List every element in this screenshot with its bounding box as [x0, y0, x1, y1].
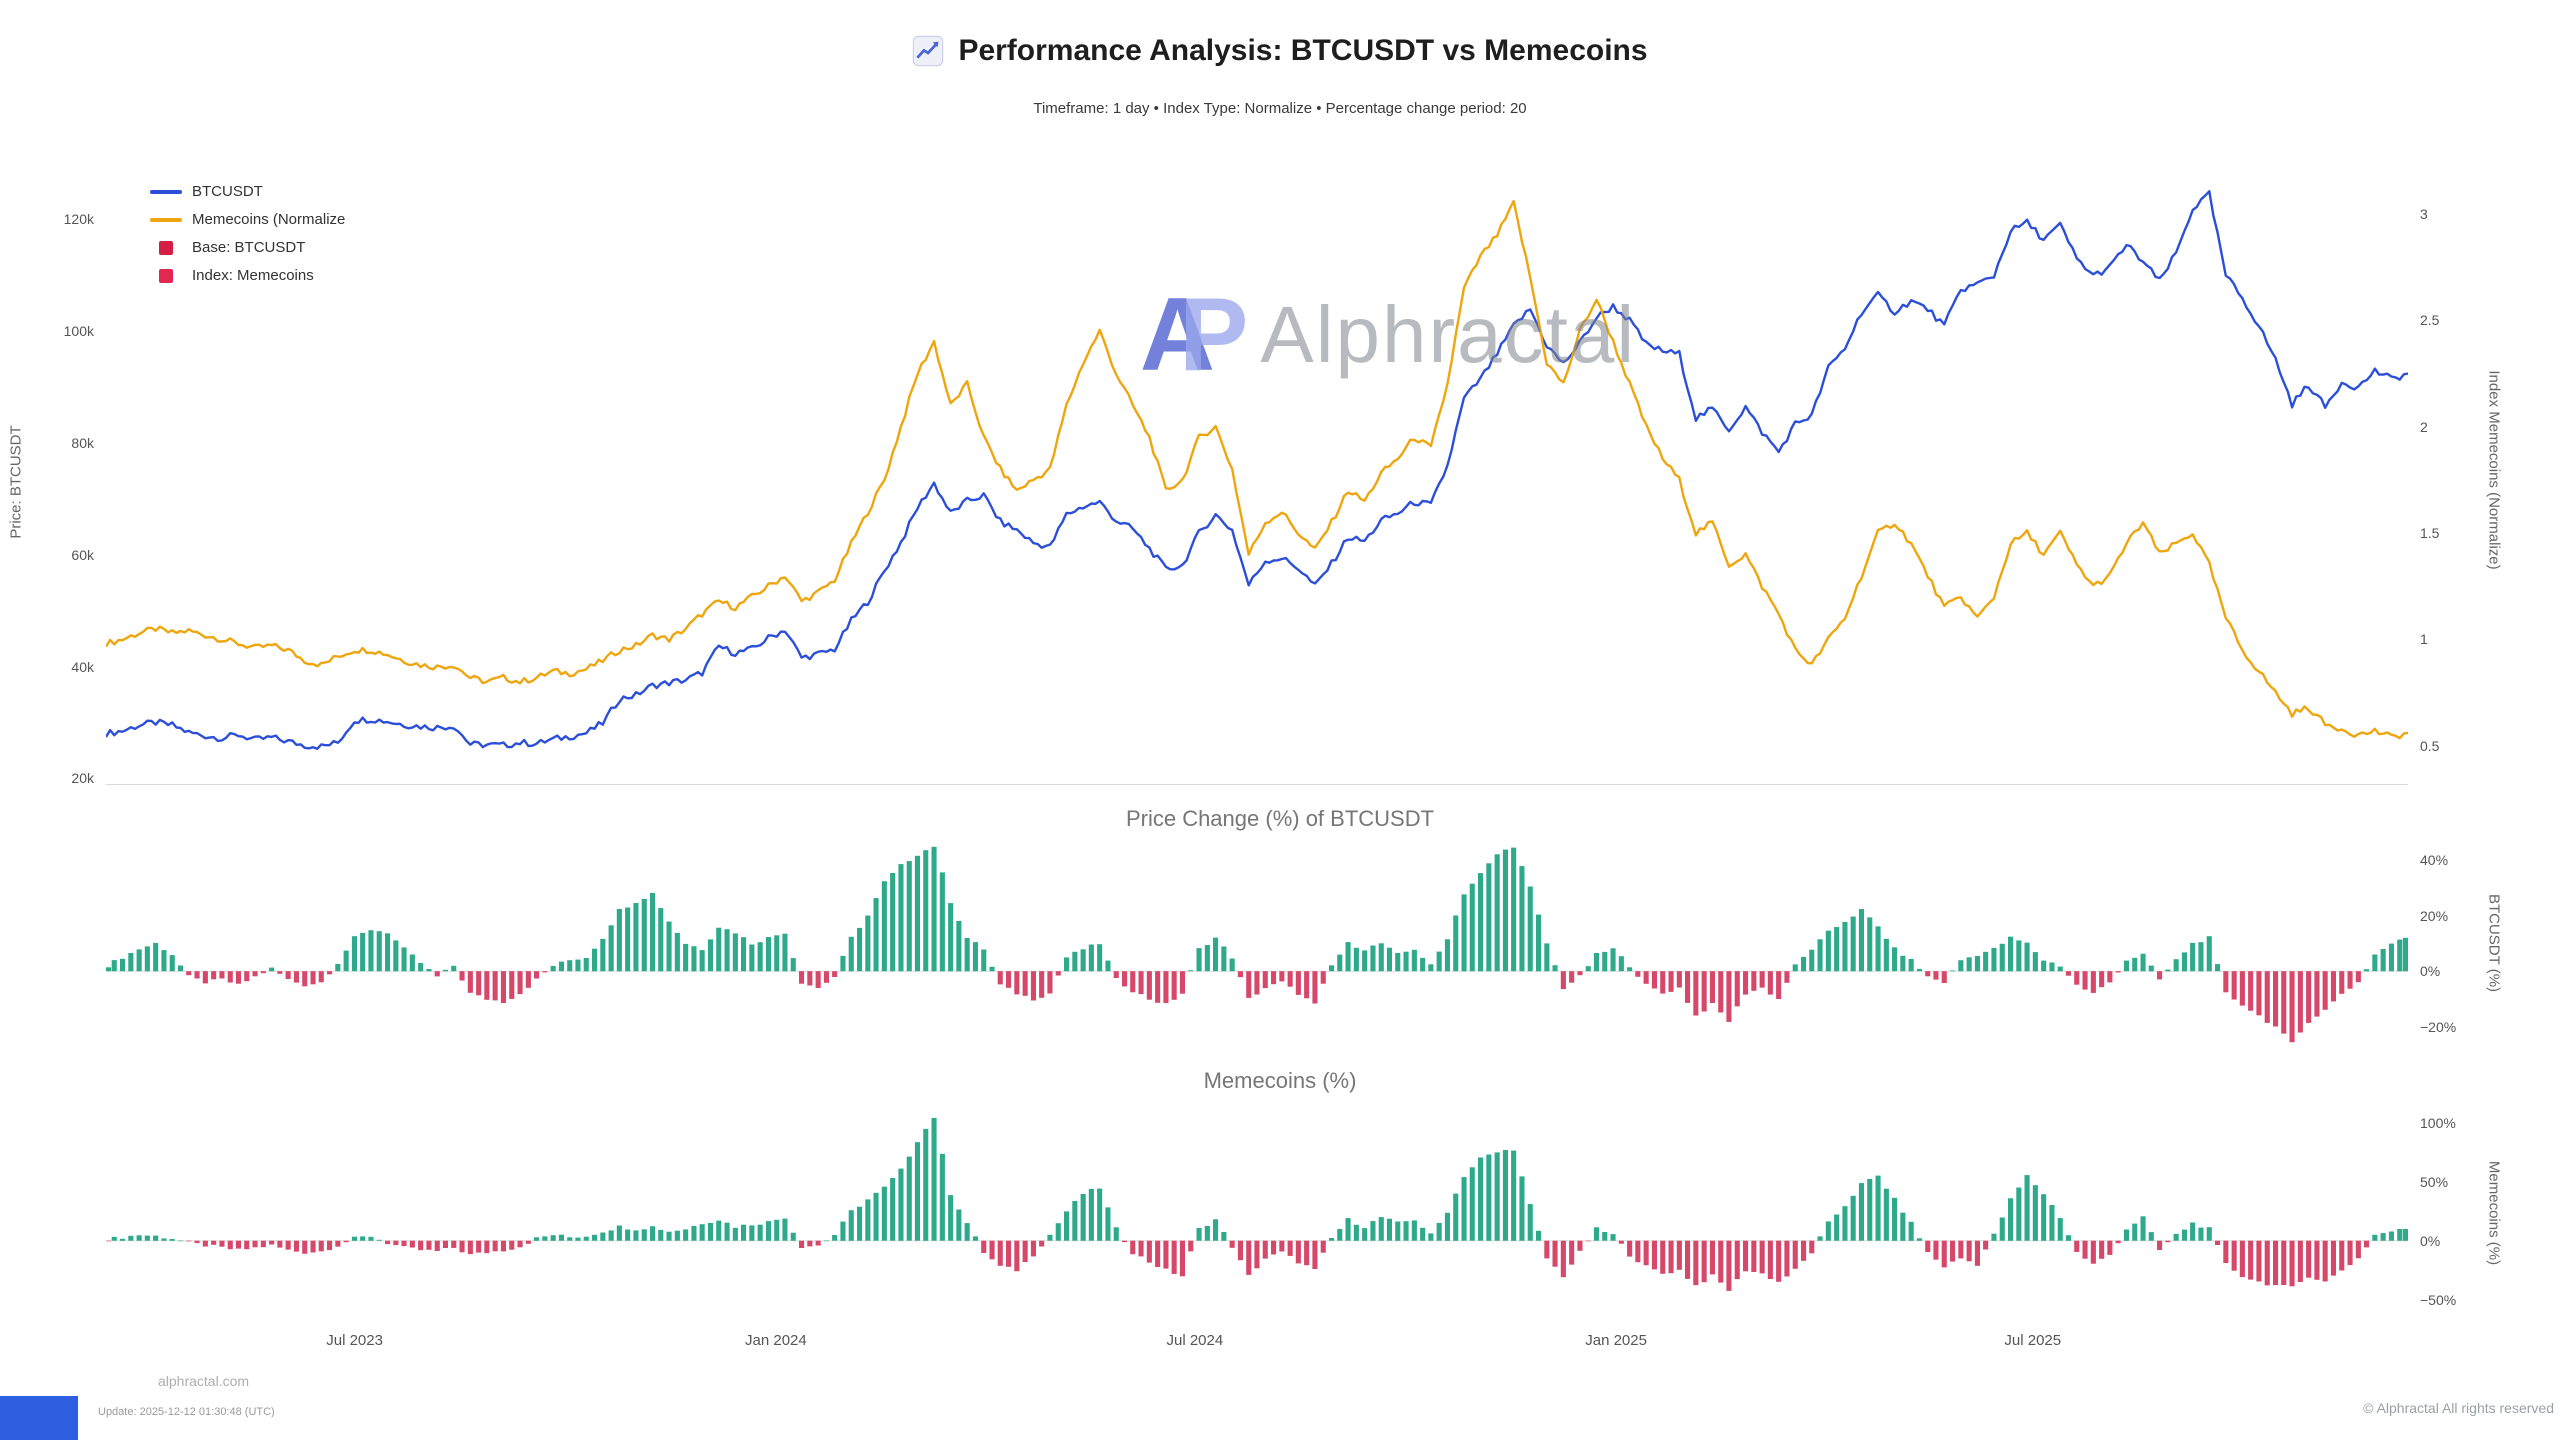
- axis-tick-label: −50%: [2420, 1291, 2457, 1308]
- axis-tick-label: 120k: [63, 211, 94, 228]
- legend-item[interactable]: BTCUSDT: [150, 183, 345, 200]
- axis-tick-label: 1: [2420, 631, 2428, 648]
- axis-tick-label: 40k: [71, 658, 94, 675]
- axis-tick-label: −20%: [2420, 1018, 2457, 1035]
- btc-change-chart-plot[interactable]: [106, 846, 2408, 1045]
- axis-tick-label: 100k: [63, 323, 94, 339]
- legend-swatch-line: [150, 189, 182, 194]
- x-axis-tick-label: Jul 2023: [326, 1332, 383, 1349]
- x-axis-tick-label: Jan 2025: [1585, 1332, 1647, 1349]
- page-title: Performance Analysis: BTCUSDT vs Memecoi…: [0, 34, 2560, 68]
- axis-tick-label: 0.5: [2420, 737, 2440, 754]
- legend-label: Base: BTCUSDT: [192, 239, 306, 256]
- axis-tick-label: 2: [2420, 418, 2428, 435]
- x-axis-tick-label: Jan 2024: [745, 1332, 807, 1349]
- legend-swatch-square: [159, 240, 173, 255]
- footer-update-timestamp: Update: 2025-12-12 01:30:48 (UTC): [98, 1406, 275, 1418]
- axis-tick-label: 0%: [2420, 963, 2441, 980]
- btc-change-chart-title: Price Change (%) of BTCUSDT: [1125, 806, 1435, 831]
- chart-settings-subtitle: Timeframe: 1 day • Index Type: Normalize…: [1033, 100, 1527, 117]
- axis-tick-label: 20k: [71, 770, 94, 787]
- axis-tick-label: 2.5: [2420, 312, 2440, 329]
- main-right-axis-title: Index Memecoins (Normalize): [2485, 370, 2503, 570]
- legend-swatch-square: [159, 268, 173, 283]
- footer-copyright: © Alphractal All rights reserved: [2363, 1400, 2554, 1416]
- bottom-left-blue-button[interactable]: [0, 1396, 78, 1440]
- axis-tick-label: 1.5: [2420, 525, 2440, 542]
- page-title-text: Performance Analysis: BTCUSDT vs Memecoi…: [958, 34, 1648, 67]
- chart-increasing-emoji-icon: [913, 35, 944, 67]
- axis-tick-label: 60k: [71, 546, 94, 563]
- axis-tick-label: 0%: [2420, 1232, 2441, 1249]
- btc-change-bars-chart: [106, 846, 2408, 1043]
- footer-site-link[interactable]: alphractal.com: [158, 1373, 250, 1389]
- meme-change-chart-plot[interactable]: [106, 1110, 2408, 1322]
- x-axis-tick-label: Jul 2024: [1166, 1332, 1224, 1349]
- meme-change-axis-title: Memecoins (%): [2485, 1160, 2503, 1266]
- legend-label: Index: Memecoins: [192, 267, 314, 284]
- axis-tick-label: 80k: [71, 434, 94, 451]
- chart-legend: BTCUSDT Memecoins (Normalize Base: BTCUSDT…: [150, 183, 345, 284]
- axis-tick-label: 100%: [2420, 1114, 2456, 1131]
- legend-item[interactable]: Memecoins (Normalize: [150, 211, 345, 228]
- legend-swatch-line: [150, 217, 182, 222]
- legend-item[interactable]: Index: Memecoins: [150, 267, 345, 284]
- memecoins-change-bars-chart: [106, 1117, 2408, 1291]
- btc-change-axis-title: BTCUSDT (%): [2485, 893, 2503, 993]
- axis-tick-label: 3: [2420, 206, 2428, 223]
- axis-tick-label: 50%: [2420, 1173, 2449, 1190]
- main-price-chart: [106, 190, 2408, 750]
- axis-tick-label: 20%: [2420, 907, 2449, 924]
- legend-item[interactable]: Base: BTCUSDT: [150, 239, 345, 256]
- x-axis-tick-label: Jul 2025: [2004, 1332, 2062, 1349]
- axis-tick-label: 40%: [2420, 851, 2449, 868]
- meme-change-chart-title: Memecoins (%): [1203, 1068, 1357, 1093]
- legend-label: Memecoins (Normalize: [192, 211, 346, 228]
- main-price-chart-plot[interactable]: [106, 180, 2408, 785]
- legend-label: BTCUSDT: [192, 183, 263, 200]
